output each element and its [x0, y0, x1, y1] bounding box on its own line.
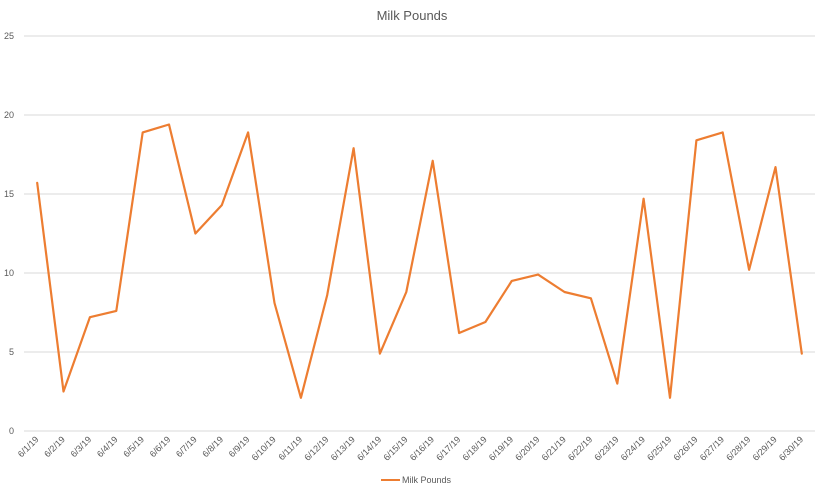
legend: Milk Pounds	[381, 475, 452, 485]
x-tick-label: 6/28/19	[724, 434, 752, 462]
data-point	[246, 130, 250, 134]
series-layer	[35, 122, 804, 400]
x-tick-label: 6/13/19	[329, 434, 357, 462]
x-tick-label: 6/22/19	[566, 434, 594, 462]
data-point	[378, 352, 382, 356]
x-tick-label: 6/24/19	[619, 434, 647, 462]
x-tick-label: 6/10/19	[250, 434, 278, 462]
data-point	[404, 290, 408, 294]
x-tick-label: 6/19/19	[487, 434, 515, 462]
data-point	[800, 352, 804, 356]
data-point	[325, 293, 329, 297]
x-tick-label: 6/15/19	[381, 434, 409, 462]
y-tick-label: 5	[9, 347, 14, 357]
data-point	[272, 301, 276, 305]
gridlines	[24, 35, 815, 432]
data-point	[352, 146, 356, 150]
data-point	[747, 268, 751, 272]
data-point	[589, 296, 593, 300]
data-point	[88, 315, 92, 319]
chart-title: Milk Pounds	[377, 8, 448, 23]
x-tick-label: 6/25/19	[645, 434, 673, 462]
x-tick-label: 6/20/19	[513, 434, 541, 462]
x-tick-label: 6/3/19	[69, 434, 94, 459]
x-tick-label: 6/17/19	[434, 434, 462, 462]
data-point	[193, 232, 197, 236]
data-point	[431, 159, 435, 163]
data-point	[457, 331, 461, 335]
x-tick-label: 6/16/19	[408, 434, 436, 462]
x-tick-label: 6/21/19	[540, 434, 568, 462]
y-tick-label: 0	[9, 426, 14, 436]
x-tick-label: 6/11/19	[276, 434, 304, 462]
x-tick-label: 6/5/19	[121, 434, 146, 459]
x-tick-label: 6/6/19	[148, 434, 173, 459]
data-point	[510, 279, 514, 283]
data-point	[167, 122, 171, 126]
data-point	[642, 197, 646, 201]
data-point	[721, 130, 725, 134]
x-tick-label: 6/9/19	[227, 434, 252, 459]
x-tick-label: 6/14/19	[355, 434, 383, 462]
x-tick-label: 6/7/19	[174, 434, 199, 459]
y-tick-label: 25	[4, 31, 14, 41]
data-point	[563, 290, 567, 294]
y-axis: 0 5 10 15 20 25	[4, 31, 14, 436]
x-tick-label: 6/29/19	[751, 434, 779, 462]
x-tick-label: 6/1/19	[16, 434, 41, 459]
data-point	[299, 396, 303, 400]
y-tick-label: 20	[4, 110, 14, 120]
data-point	[114, 309, 118, 313]
data-point	[694, 138, 698, 142]
data-point	[773, 165, 777, 169]
x-tick-label: 6/4/19	[95, 434, 120, 459]
data-point	[35, 181, 39, 185]
x-tick-label: 6/12/19	[302, 434, 330, 462]
data-point	[483, 320, 487, 324]
data-point	[536, 273, 540, 277]
x-axis: 6/1/19 6/2/19 6/3/19 6/4/19 6/5/19 6/6/19 6/7/…	[16, 434, 805, 462]
y-tick-label: 15	[4, 189, 14, 199]
y-tick-label: 10	[4, 268, 14, 278]
series-line-milk-pounds	[36, 123, 803, 399]
x-tick-label: 6/18/19	[461, 434, 489, 462]
x-tick-label: 6/27/19	[698, 434, 726, 462]
x-tick-label: 6/8/19	[200, 434, 225, 459]
legend-label: Milk Pounds	[402, 475, 452, 485]
x-tick-label: 6/26/19	[671, 434, 699, 462]
x-tick-label: 6/23/19	[592, 434, 620, 462]
data-point	[615, 382, 619, 386]
data-point	[62, 390, 66, 394]
x-tick-label: 6/30/19	[777, 434, 805, 462]
data-point	[141, 130, 145, 134]
data-point	[668, 396, 672, 400]
data-point	[220, 203, 224, 207]
x-tick-label: 6/2/19	[42, 434, 67, 459]
